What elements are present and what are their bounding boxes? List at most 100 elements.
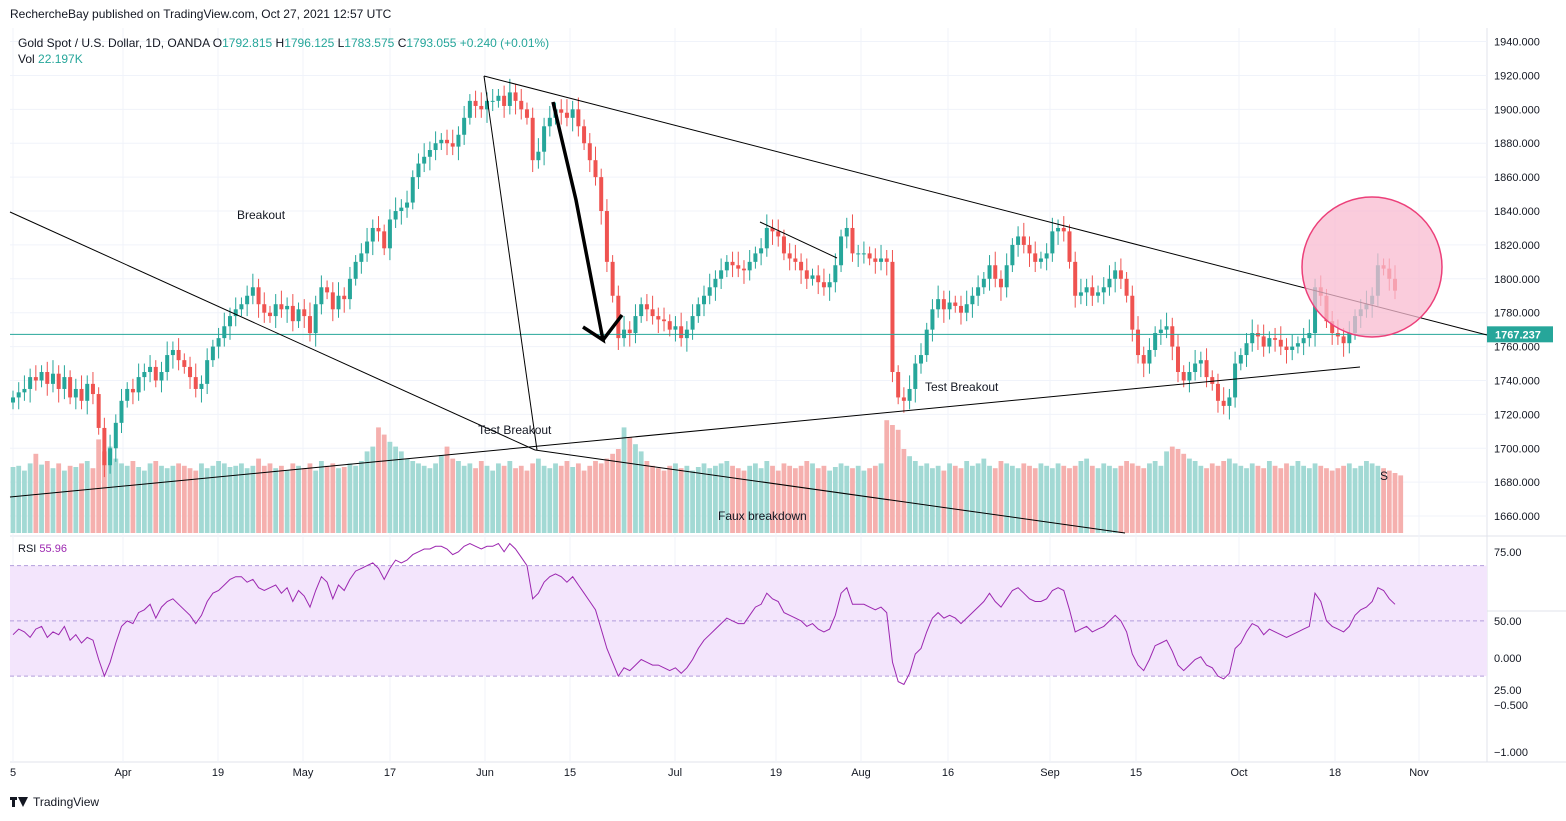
volume-bar	[638, 451, 644, 533]
volume-bar	[393, 446, 399, 533]
volume-bar	[404, 458, 410, 533]
candle-body	[1021, 236, 1026, 245]
candle-body	[850, 227, 855, 254]
price-tick-label: 1880.000	[1494, 138, 1540, 150]
volume-bar	[747, 465, 753, 533]
volume-bar	[598, 463, 604, 533]
candle-body	[1307, 333, 1312, 339]
candle-body	[216, 338, 221, 347]
time-tick-label: 19	[770, 767, 782, 779]
volume-bar	[735, 468, 741, 533]
volume-bar	[1089, 465, 1095, 533]
candle-body	[479, 105, 484, 110]
volume-bar	[975, 463, 981, 533]
volume-bar	[1232, 463, 1238, 533]
volume-bar	[1221, 461, 1227, 533]
candle-body	[439, 139, 444, 144]
candle-body	[696, 304, 701, 317]
footer-brand[interactable]: TradingView	[10, 795, 99, 809]
candle-body	[1273, 338, 1278, 340]
candle-body	[633, 316, 638, 334]
candle-body	[199, 383, 204, 389]
volume-bar	[193, 470, 199, 533]
candle-body	[1244, 343, 1249, 356]
candle-body	[170, 349, 175, 356]
volume-bar	[752, 463, 758, 533]
candle-body	[1141, 355, 1146, 364]
volume-bar	[50, 468, 56, 533]
candle-body	[73, 388, 78, 398]
candle-body	[587, 143, 592, 161]
volume-bar	[124, 465, 130, 533]
faux-breakdown-annotation: Faux breakdown	[718, 509, 807, 523]
candle-body	[833, 265, 838, 283]
candle-body	[604, 211, 609, 262]
volume-bar	[336, 468, 341, 533]
candle-body	[998, 278, 1003, 288]
volume-bar	[450, 458, 456, 533]
candle-body	[307, 316, 312, 334]
candle-body	[799, 261, 804, 271]
candle-body	[148, 366, 153, 373]
candle-body	[913, 363, 918, 389]
volume-bar	[473, 468, 478, 533]
candle-body	[1084, 287, 1089, 293]
candle-body	[193, 377, 198, 389]
volume-bar	[44, 461, 50, 533]
volume-bar	[1209, 463, 1215, 533]
candle-body	[867, 253, 872, 259]
volume-bar	[941, 470, 947, 533]
volume-bar	[416, 463, 421, 533]
volume-bar	[1329, 470, 1335, 533]
close-label: C	[397, 36, 407, 50]
candle-body	[393, 211, 398, 220]
volume-bar	[318, 461, 324, 533]
trend-line	[483, 75, 538, 451]
candle-body	[182, 360, 187, 367]
candle-body	[1233, 363, 1238, 398]
candle-body	[519, 100, 524, 110]
volume-bar	[827, 470, 833, 533]
candle-body	[593, 160, 598, 178]
volume-bar	[250, 465, 256, 533]
candle-body	[176, 349, 181, 361]
volume-bar	[1038, 463, 1044, 533]
price-tick-label: 1680.000	[1494, 477, 1540, 489]
volume-bar	[1044, 465, 1050, 533]
volume-bar	[621, 427, 627, 533]
candle-body	[816, 275, 821, 283]
candle-body	[970, 295, 975, 305]
candle-body	[1341, 336, 1346, 344]
candle-body	[1181, 372, 1186, 381]
volume-bar	[604, 458, 610, 533]
volume-bar	[301, 468, 307, 533]
candle-body	[85, 383, 90, 401]
volume-bar	[581, 470, 587, 533]
volume-bar	[244, 468, 250, 533]
volume-bar	[587, 465, 593, 533]
candle-body	[1164, 326, 1169, 330]
volume-bar	[518, 465, 524, 533]
time-tick-label: Jun	[476, 767, 494, 779]
candle-body	[662, 319, 667, 322]
volume-bar	[1181, 453, 1187, 533]
volume-bar	[501, 465, 507, 533]
candle-body	[713, 278, 718, 288]
candle-body	[108, 448, 113, 466]
volume-bar	[1107, 465, 1112, 533]
candle-body	[473, 100, 478, 106]
candle-body	[844, 227, 849, 237]
volume-bar	[330, 463, 336, 533]
time-tick-label: 15	[1130, 767, 1142, 779]
candle-body	[96, 394, 101, 428]
time-tick-label: Apr	[114, 767, 131, 779]
candle-body	[285, 305, 290, 310]
candle-body	[564, 112, 569, 118]
volume-bar	[787, 465, 793, 533]
volume-bar	[593, 461, 598, 533]
rsi-line	[12, 542, 1396, 686]
volume-bar	[535, 458, 541, 533]
volume-bar	[673, 463, 678, 533]
candle-body	[736, 265, 741, 269]
